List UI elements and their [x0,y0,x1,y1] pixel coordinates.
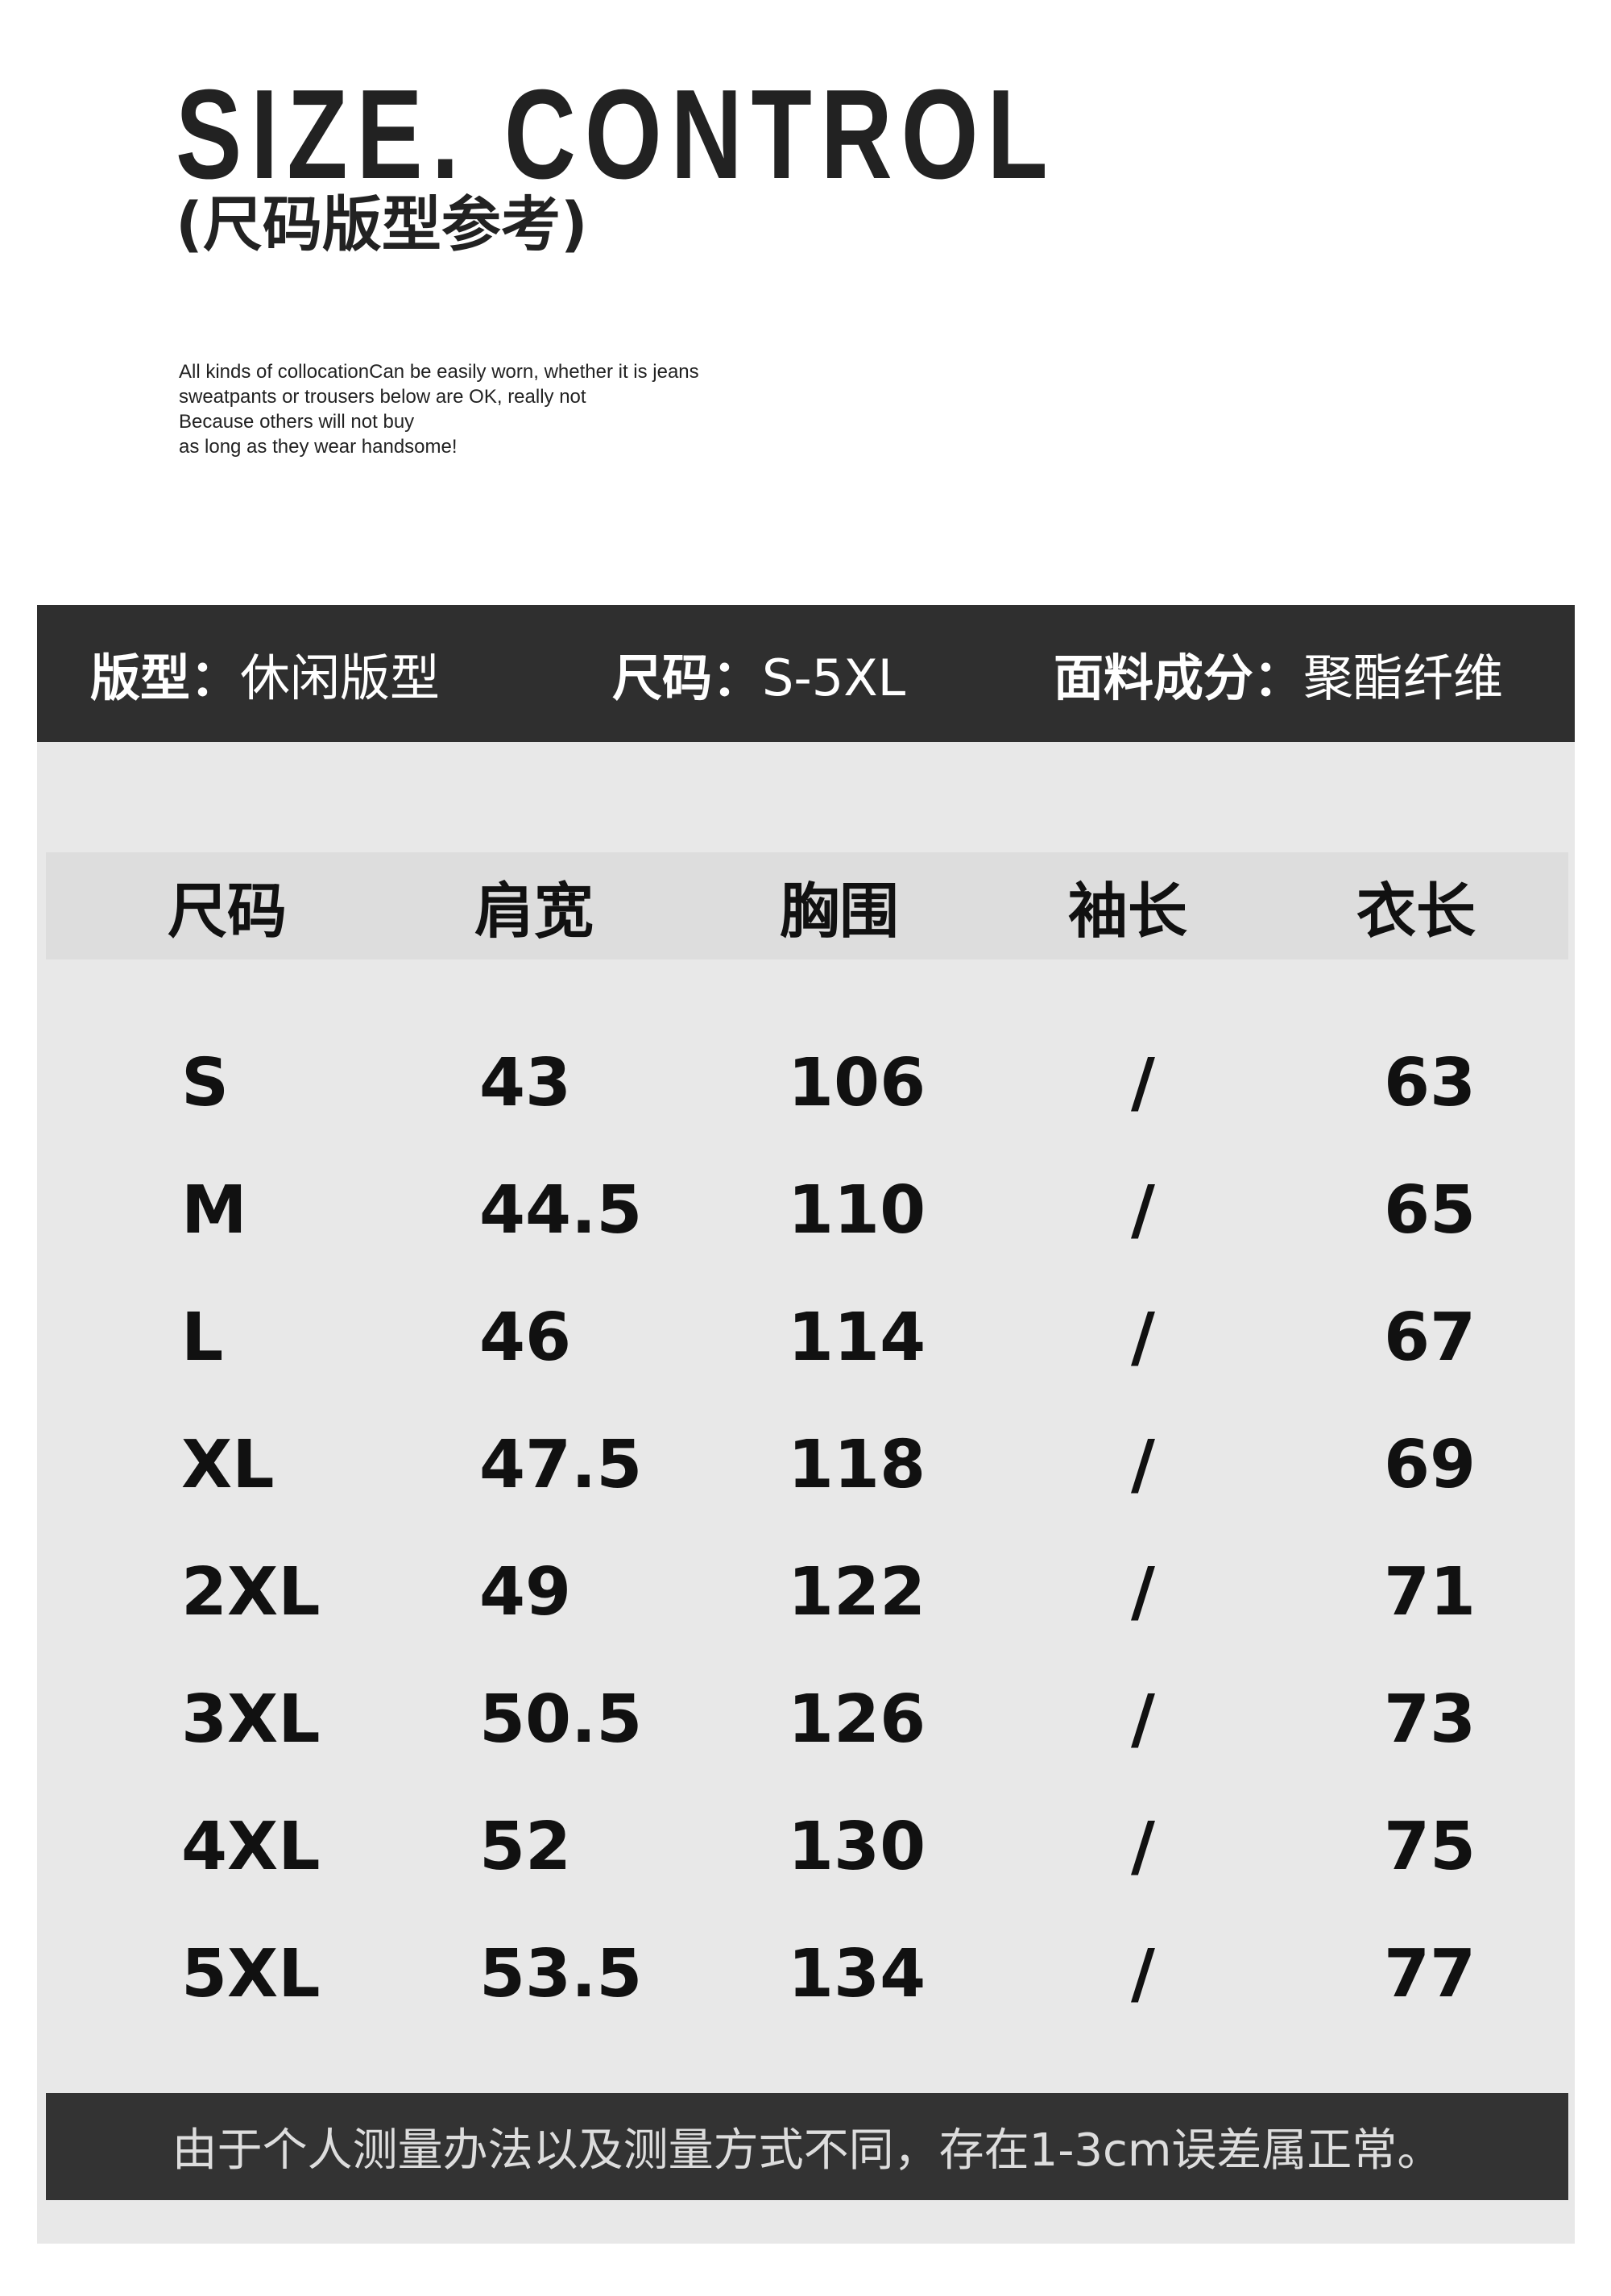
table-cell: 63 [1384,1045,1476,1121]
table-cell: 53.5 [479,1936,643,2012]
table-row: S 43 106 / 63 [0,1043,1611,1124]
page-title: SIZE. CONTROL [176,64,1057,205]
table-cell: M [181,1172,247,1249]
table-row: 5XL 53.5 134 / 77 [0,1934,1611,2015]
info-value: 休闲版型 [240,649,441,707]
table-cell: / [1131,1172,1155,1249]
footer-note-bar: 由于个人测量办法以及测量方式不同，存在1-3cm误差属正常。 [46,2093,1568,2200]
table-cell: 122 [788,1554,926,1631]
info-fit: 版型：休闲版型 [90,637,440,710]
table-cell: / [1131,1809,1155,1885]
table-cell: 46 [479,1299,572,1376]
table-row: L 46 114 / 67 [0,1298,1611,1378]
info-label: 版型： [90,649,241,707]
table-cell: 5XL [181,1936,321,2012]
description: All kinds of collocationCan be easily wo… [179,359,699,459]
table-cell: 134 [788,1936,926,2012]
info-value: 聚酯纤维 [1303,649,1504,707]
column-header: 袖长 [1068,877,1187,946]
table-cell: 4XL [181,1809,321,1885]
table-row: 3XL 50.5 126 / 73 [0,1680,1611,1760]
table-cell: 52 [479,1809,572,1885]
description-line: Because others will not buy [179,411,415,433]
table-cell: 114 [788,1299,926,1376]
page-subtitle: (尺码版型参考) [176,190,588,259]
description-line: sweatpants or trousers below are OK, rea… [179,386,586,408]
table-cell: / [1131,1045,1155,1121]
table-cell: 44.5 [479,1172,643,1249]
description-line: as long as they wear handsome! [179,436,458,458]
table-header: 尺码 肩宽 胸围 袖长 衣长 [46,852,1568,959]
description-line: All kinds of collocationCan be easily wo… [179,361,699,383]
info-value: S-5XL [762,649,906,707]
table-cell: 3XL [181,1681,321,1758]
table-cell: / [1131,1299,1155,1376]
table-cell: 67 [1384,1299,1476,1376]
table-cell: 71 [1384,1554,1476,1631]
table-cell: 47.5 [479,1427,643,1503]
table-cell: 43 [479,1045,572,1121]
table-cell: 65 [1384,1172,1476,1249]
table-cell: XL [181,1427,275,1503]
table-cell: / [1131,1554,1155,1631]
info-label: 尺码： [612,649,763,707]
info-fabric: 面料成分：聚酯纤维 [1054,637,1503,710]
table-row: 2XL 49 122 / 71 [0,1552,1611,1633]
table-row: 4XL 52 130 / 75 [0,1807,1611,1888]
info-size: 尺码：S-5XL [612,637,905,710]
table-row: XL 47.5 118 / 69 [0,1425,1611,1506]
column-header: 肩宽 [474,877,594,946]
table-cell: 50.5 [479,1681,643,1758]
table-cell: / [1131,1936,1155,2012]
table-cell: 110 [788,1172,926,1249]
column-header: 胸围 [780,877,899,946]
table-cell: 73 [1384,1681,1476,1758]
table-cell: S [181,1045,230,1121]
info-label: 面料成分： [1054,649,1304,707]
column-header: 衣长 [1356,877,1476,946]
table-cell: 69 [1384,1427,1476,1503]
size-table-panel [37,742,1575,2244]
table-cell: 49 [479,1554,572,1631]
table-cell: 126 [788,1681,926,1758]
table-cell: 75 [1384,1809,1476,1885]
table-cell: L [181,1299,224,1376]
column-header: 尺码 [168,877,287,946]
table-cell: 130 [788,1809,926,1885]
table-cell: 106 [788,1045,926,1121]
footer-note: 由于个人测量办法以及测量方式不同，存在1-3cm误差属正常。 [172,2124,1443,2177]
table-cell: / [1131,1427,1155,1503]
table-cell: / [1131,1681,1155,1758]
table-cell: 77 [1384,1936,1476,2012]
table-cell: 2XL [181,1554,321,1631]
table-row: M 44.5 110 / 65 [0,1171,1611,1251]
info-bar: 版型：休闲版型 尺码：S-5XL 面料成分：聚酯纤维 [37,605,1575,742]
table-cell: 118 [788,1427,926,1503]
